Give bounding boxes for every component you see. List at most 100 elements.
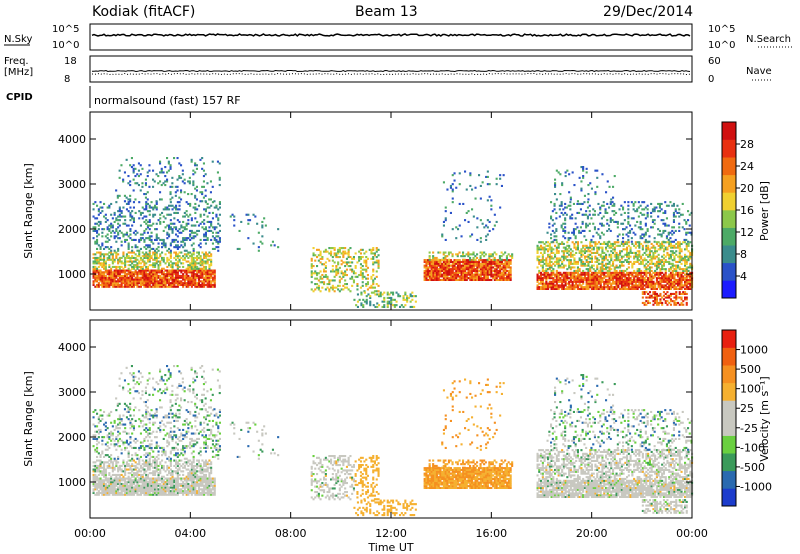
power-cell <box>430 275 433 278</box>
power-cell <box>194 278 197 281</box>
power-cell <box>540 286 543 289</box>
power-cell <box>451 188 454 191</box>
power-cell <box>493 251 496 254</box>
power-cell <box>576 262 579 265</box>
power-cell <box>564 229 567 232</box>
power-cell <box>479 184 482 187</box>
power-cell <box>99 220 102 223</box>
power-cell <box>652 280 655 283</box>
power-cell <box>365 298 368 301</box>
power-cell <box>664 296 667 299</box>
power-cell <box>561 242 564 245</box>
power-cell <box>176 260 179 263</box>
power-cell <box>218 202 221 205</box>
power-cell <box>390 298 393 301</box>
power-cell <box>655 301 658 304</box>
power-cell <box>145 251 148 254</box>
power-cell <box>148 278 151 281</box>
power-cell <box>194 162 197 165</box>
power-cell <box>597 277 600 280</box>
power-cell <box>594 271 597 274</box>
power-cell <box>141 283 144 286</box>
power-cell <box>669 275 672 278</box>
power-cell <box>152 276 155 279</box>
power-cell <box>362 298 365 301</box>
power-cell <box>428 271 431 274</box>
power-cell <box>97 258 100 261</box>
power-cell <box>592 268 595 271</box>
power-cell <box>479 219 482 222</box>
power-cell <box>96 256 99 259</box>
power-cell <box>596 284 599 287</box>
power-cell <box>476 277 479 280</box>
power-cell <box>603 264 606 267</box>
power-cell <box>488 262 491 265</box>
power-cell <box>111 285 114 288</box>
power-cell <box>344 247 347 250</box>
power-cell <box>669 294 672 297</box>
power-cell <box>146 246 149 249</box>
power-cell <box>497 269 500 272</box>
power-cell <box>359 286 362 289</box>
power-cell <box>573 244 576 247</box>
power-cell <box>124 285 127 288</box>
power-cell <box>168 233 171 236</box>
power-cell <box>441 262 444 265</box>
power-cell <box>169 249 172 252</box>
power-cell <box>331 288 334 291</box>
power-cell <box>271 240 274 243</box>
power-cell <box>684 282 687 285</box>
power-cell <box>159 191 162 194</box>
power-cell <box>180 251 183 254</box>
power-cell <box>206 269 209 272</box>
power-cell <box>569 204 572 207</box>
power-cell <box>437 269 440 272</box>
power-cell <box>124 215 127 218</box>
power-cell <box>117 273 120 276</box>
power-cell <box>145 256 148 259</box>
power-cell <box>678 284 681 287</box>
power-cell <box>256 222 259 225</box>
power-cell <box>101 258 104 261</box>
power-cell <box>462 268 465 271</box>
power-cell <box>136 273 139 276</box>
power-cell <box>678 241 681 244</box>
power-cell <box>506 264 509 267</box>
power-cell <box>449 251 452 254</box>
power-cell <box>180 282 183 285</box>
power-cell <box>636 280 639 283</box>
power-cell <box>428 260 431 263</box>
power-cell <box>455 186 458 189</box>
power-cell <box>402 298 405 301</box>
power-cell <box>624 287 627 290</box>
power-cell <box>115 228 118 231</box>
power-cell <box>141 271 144 274</box>
power-cell <box>324 274 327 277</box>
power-cell <box>187 271 190 274</box>
power-cell <box>94 229 97 232</box>
power-cell <box>552 257 555 260</box>
power-cell <box>168 235 171 238</box>
power-cell <box>684 257 687 260</box>
power-cell <box>568 284 571 287</box>
power-cell <box>134 260 137 263</box>
power-cell <box>576 244 579 247</box>
power-cell <box>164 184 167 187</box>
power-cell <box>125 196 128 199</box>
power-cell <box>448 271 451 274</box>
power-cell <box>187 274 190 277</box>
power-cell <box>164 274 167 277</box>
power-cell <box>180 271 183 274</box>
power-cell <box>96 222 99 225</box>
power-cell <box>183 271 186 274</box>
power-cell <box>127 256 130 259</box>
power-cell <box>423 278 426 281</box>
power-cell <box>210 264 213 267</box>
power-cell <box>678 244 681 247</box>
power-cell <box>108 256 111 259</box>
power-cell <box>645 286 648 289</box>
power-cell <box>101 210 104 213</box>
power-cell <box>608 255 611 258</box>
power-cell <box>651 226 654 229</box>
power-cell <box>159 282 162 285</box>
